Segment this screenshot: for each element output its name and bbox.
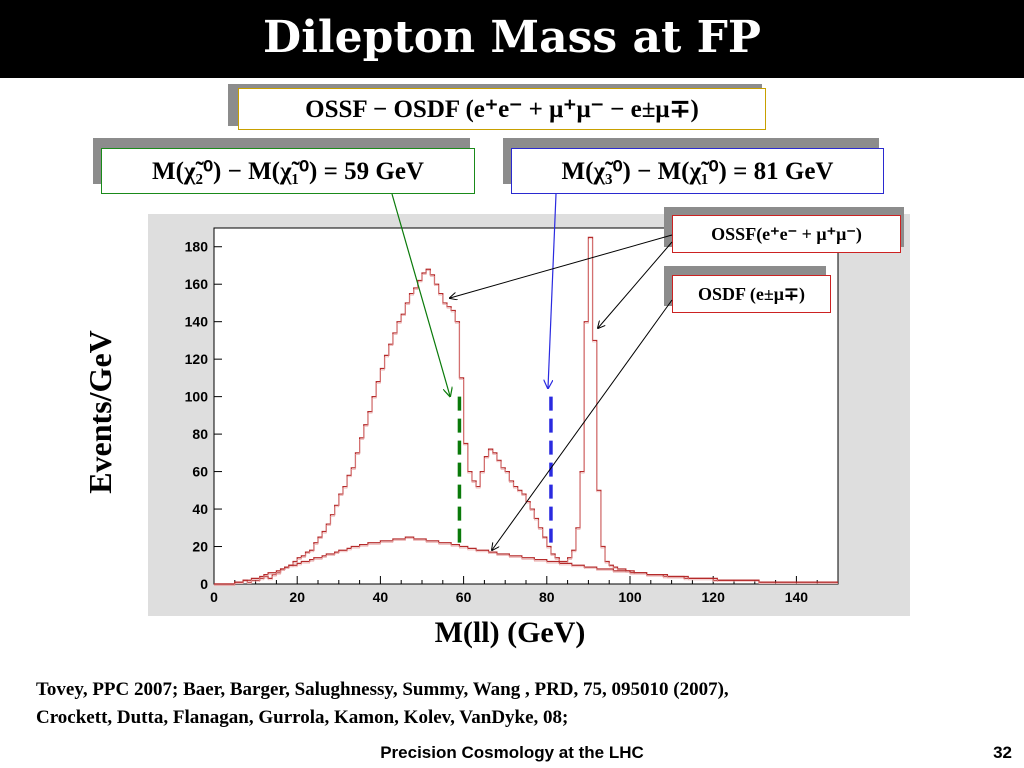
reference-line-1: Tovey, PPC 2007; Baer, Barger, Salughnes… bbox=[36, 679, 729, 700]
slide-title: Dilepton Mass at FP bbox=[263, 12, 761, 63]
x-axis-label: M(ll) (GeV) bbox=[434, 616, 586, 649]
x-tick-label: 40 bbox=[373, 589, 389, 605]
y-tick-label: 160 bbox=[185, 276, 209, 292]
y-tick-label: 120 bbox=[185, 351, 209, 367]
x-tick-label: 80 bbox=[539, 589, 555, 605]
x-axis: 0 20 40 60 80 100 120 140 bbox=[210, 576, 818, 605]
y-tick-label: 80 bbox=[192, 426, 208, 442]
y-axis-label: Events/GeV bbox=[82, 330, 118, 494]
x-tick-label: 0 bbox=[210, 589, 218, 605]
references: Tovey, PPC 2007; Baer, Barger, Salughnes… bbox=[36, 676, 1006, 732]
series-osdf bbox=[214, 536, 838, 585]
title-bar bbox=[0, 0, 1024, 78]
y-tick-label: 0 bbox=[200, 576, 208, 592]
formula-ossf-minus-osdf: OSSF − OSDF (e⁺e⁻ + μ⁺μ⁻ − e±μ∓) bbox=[238, 88, 766, 130]
reference-line-2: Crockett, Dutta, Flanagan, Gurrola, Kamo… bbox=[36, 707, 569, 728]
y-tick-label: 60 bbox=[192, 464, 208, 480]
y-tick-label: 40 bbox=[192, 501, 208, 517]
y-tick-label: 100 bbox=[185, 389, 209, 405]
formula-edge-59: M(χ̃₂⁰) − M(χ̃₁⁰) = 59 GeV bbox=[101, 148, 475, 194]
x-tick-label: 140 bbox=[785, 589, 809, 605]
y-tick-label: 180 bbox=[185, 239, 209, 255]
ossf-legend-box: OSSF(e⁺e⁻ + μ⁺μ⁻) bbox=[672, 215, 901, 253]
y-axis: 0 20 40 60 80 100 120 140 160 180 bbox=[185, 239, 222, 592]
formula-edge-81: M(χ̃₃⁰) − M(χ̃₁⁰) = 81 GeV bbox=[511, 148, 884, 194]
x-tick-label: 60 bbox=[456, 589, 472, 605]
y-tick-label: 20 bbox=[192, 539, 208, 555]
footer-title: Precision Cosmology at the LHC bbox=[380, 743, 644, 762]
page-number: 32 bbox=[993, 743, 1012, 762]
x-tick-label: 100 bbox=[618, 589, 642, 605]
osdf-legend-box: OSDF (e±μ∓) bbox=[672, 275, 831, 313]
y-tick-label: 140 bbox=[185, 314, 209, 330]
series-shade-1 bbox=[214, 538, 838, 586]
x-tick-label: 20 bbox=[289, 589, 305, 605]
x-tick-label: 120 bbox=[702, 589, 726, 605]
